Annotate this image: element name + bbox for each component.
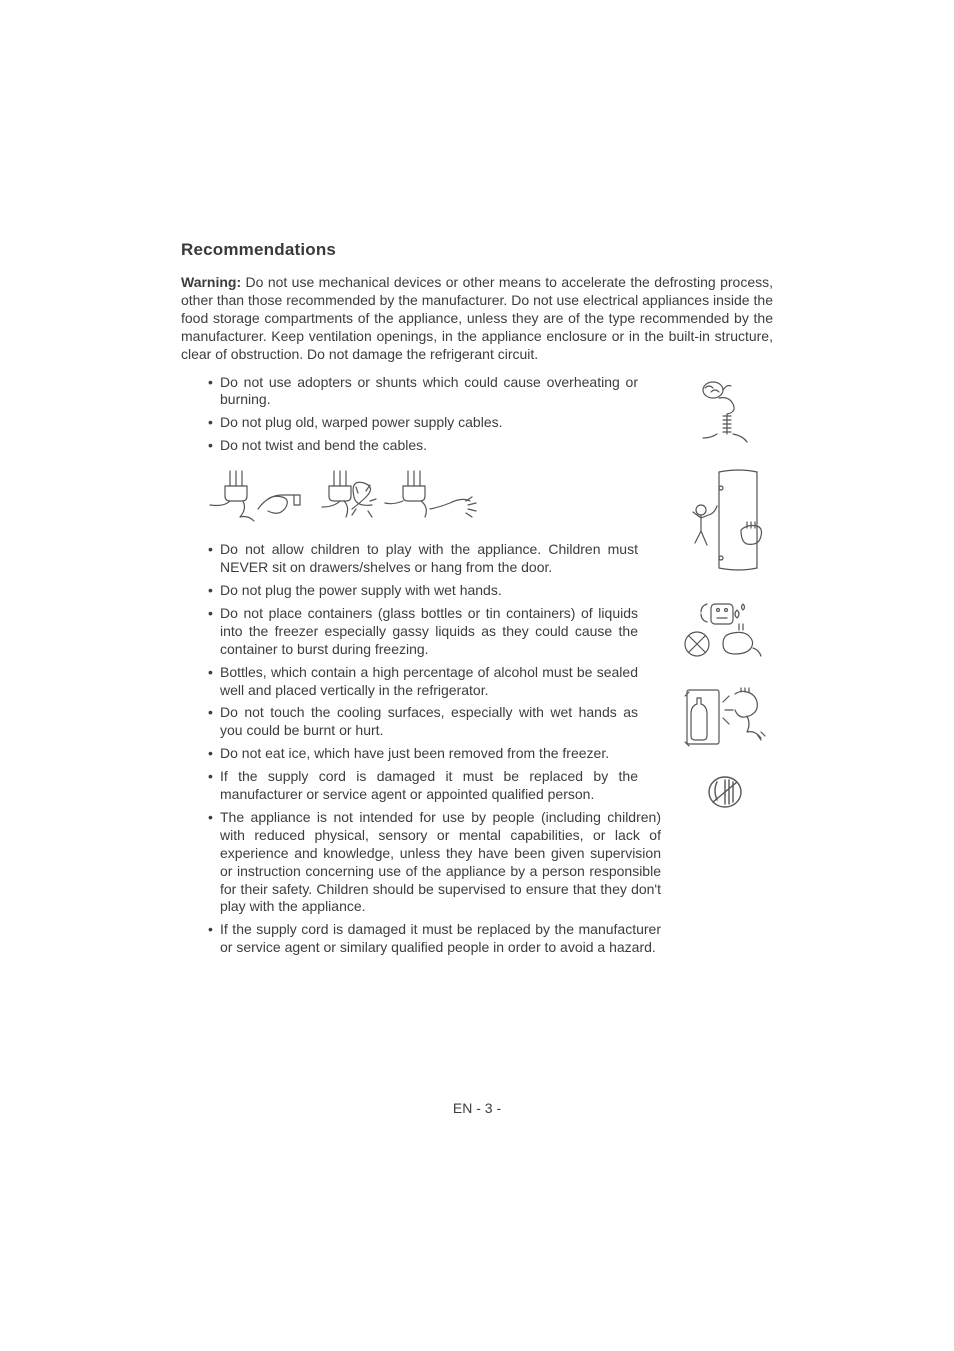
bullet-item: Do not twist and bend the cables. [208,437,638,455]
wet-hand-plug-icon [683,600,767,662]
child-hanging-icon [683,468,767,578]
bullet-item: Do not touch the cooling surfaces, espec… [208,704,638,740]
bullet-item: Do not allow children to play with the a… [208,541,638,577]
plug-smoke-icon [693,376,757,446]
bullet-list-top: Do not use adopters or shunts which coul… [208,374,638,456]
bullets-column: Do not use adopters or shunts which coul… [181,374,661,963]
bullet-item: Do not place containers (glass bottles o… [208,605,638,659]
bullet-item: Do not eat ice, which have just been rem… [208,745,638,763]
content-row: Do not use adopters or shunts which coul… [181,374,773,963]
bullet-list-mid: Do not allow children to play with the a… [208,541,638,804]
warning-label: Warning: [181,274,241,290]
illustration-column [677,374,773,963]
bullet-item: Do not plug old, warped power supply cab… [208,414,638,432]
manual-page: Recommendations Warning: Do not use mech… [0,0,954,1351]
bullet-item: If the supply cord is damaged it must be… [208,921,661,957]
no-eat-ice-icon [705,772,745,812]
warning-text: Do not use mechanical devices or other m… [181,274,773,362]
section-heading: Recommendations [181,240,773,260]
warning-paragraph: Warning: Do not use mechanical devices o… [181,274,773,364]
bullet-item: If the supply cord is damaged it must be… [208,768,638,804]
page-footer: EN - 3 - [0,1100,954,1116]
bullet-item: Do not use adopters or shunts which coul… [208,374,638,410]
cable-plug-illustration [208,461,661,533]
bullet-item: Do not plug the power supply with wet ha… [208,582,638,600]
bottles-burst-icon [683,684,767,750]
bullet-item: The appliance is not intended for use by… [208,809,661,916]
bullet-item: Bottles, which contain a high percentage… [208,664,638,700]
bullet-list-wide: The appliance is not intended for use by… [208,809,661,957]
